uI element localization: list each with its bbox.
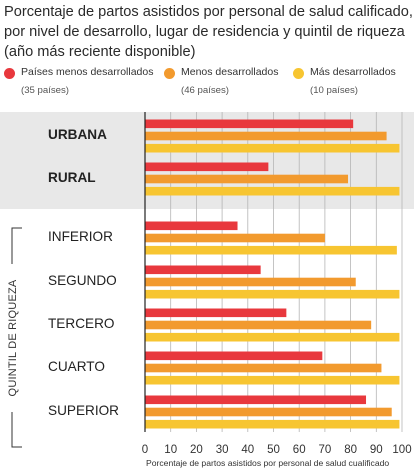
bar-inferior-series-0 [145,221,238,231]
x-tick-label: 90 [370,444,383,456]
bar-cuarto-series-0 [145,351,323,361]
bar-segundo-series-2 [145,289,400,299]
bar-urbana-series-2 [145,143,400,153]
legend-label: Más desarrollados [310,66,396,78]
bars [145,119,400,429]
x-tick-label: 80 [344,444,357,456]
wealth-quintile-bracket [11,227,22,448]
category-label-tercero: TERCERO [48,316,115,331]
legend-swatch-red [4,68,15,79]
x-tick-label: 0 [142,444,148,456]
bar-tercero-series-0 [145,308,287,318]
bar-tercero-series-2 [145,332,400,342]
bar-superior-series-1 [145,407,392,417]
legend-swatch-yellow [293,68,304,79]
title-line-3: (año más reciente disponible) [4,44,196,60]
bar-cuarto-series-1 [145,363,382,373]
x-axis-label: Porcentaje de partos asistidos por perso… [146,458,390,468]
legend-count: (10 países) [310,85,358,96]
category-label-inferior: INFERIOR [48,229,113,244]
category-label-urbana: URBANA [48,127,107,142]
category-label-cuarto: CUARTO [48,359,105,374]
legend: Países menos desarrollados (35 países) M… [0,66,414,102]
legend-count: (35 países) [21,85,69,96]
category-label-rural: RURAL [48,170,96,185]
x-tick-label: 50 [267,444,280,456]
x-tick-labels: 0 10 20 30 40 50 60 70 80 90 100 [142,444,412,456]
bar-tercero-series-1 [145,320,372,330]
x-tick-label: 70 [319,444,332,456]
bar-superior-series-2 [145,419,400,429]
x-tick-label: 40 [241,444,254,456]
x-tick-label: 100 [392,444,411,456]
x-tick-label: 30 [216,444,229,456]
bar-superior-series-0 [145,395,367,405]
legend-label: Países menos desarrollados [21,66,154,78]
bar-rural-series-2 [145,186,400,196]
category-label-segundo: SEGUNDO [48,273,117,288]
bar-cuarto-series-2 [145,375,400,385]
bar-urbana-series-1 [145,131,387,141]
bar-rural-series-1 [145,174,349,184]
title-line-1: Porcentaje de partos asistidos por perso… [4,4,413,20]
x-tick-label: 10 [164,444,177,456]
bar-segundo-series-0 [145,265,261,275]
bar-segundo-series-1 [145,277,356,287]
bar-rural-series-0 [145,162,269,172]
legend-swatch-orange [164,68,175,79]
x-tick-label: 20 [190,444,203,456]
bar-inferior-series-2 [145,245,397,255]
bar-inferior-series-1 [145,233,325,243]
x-tick-label: 60 [293,444,306,456]
legend-count: (46 países) [181,85,229,96]
legend-label: Menos desarrollados [181,66,279,78]
bar-urbana-series-0 [145,119,354,129]
category-label-superior: SUPERIOR [48,403,120,418]
chart-title: Porcentaje de partos asistidos por perso… [4,2,413,62]
title-line-2: por nivel de desarrollo, lugar de reside… [4,24,405,40]
